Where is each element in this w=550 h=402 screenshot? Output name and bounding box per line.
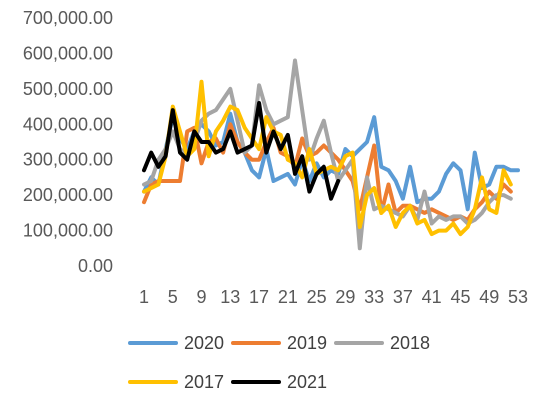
- x-tick-label: 25: [307, 287, 327, 307]
- x-tick-label: 29: [335, 287, 355, 307]
- y-tick-label: 500,000.00: [23, 79, 113, 99]
- legend-label: 2021: [287, 372, 327, 392]
- y-tick-label: 600,000.00: [23, 43, 113, 63]
- legend-item-2017: 2017: [128, 372, 224, 392]
- x-tick-label: 17: [249, 287, 269, 307]
- x-tick-label: 13: [220, 287, 240, 307]
- legend-label: 2018: [390, 333, 430, 353]
- legend-label: 2017: [184, 372, 224, 392]
- series-line-2021: [142, 101, 341, 201]
- legend-item-2019: 2019: [231, 333, 327, 353]
- x-tick-label: 53: [508, 287, 528, 307]
- x-tick-label: 41: [422, 287, 442, 307]
- y-tick-label: 400,000.00: [23, 114, 113, 134]
- x-tick-label: 33: [364, 287, 384, 307]
- y-tick-label: 100,000.00: [23, 221, 113, 241]
- x-tick-label: 37: [393, 287, 413, 307]
- x-tick-label: 9: [197, 287, 207, 307]
- series-line-2017: [142, 79, 513, 237]
- legend-label: 2019: [287, 333, 327, 353]
- x-tick-label: 21: [278, 287, 298, 307]
- legend-item-2018: 2018: [334, 333, 430, 353]
- legend-item-2021: 2021: [231, 372, 327, 392]
- y-tick-label: 300,000.00: [23, 150, 113, 170]
- x-tick-label: 45: [450, 287, 470, 307]
- legend-label: 2020: [184, 333, 224, 353]
- legend-item-2020: 2020: [128, 333, 224, 353]
- x-axis: 1 5 9 13 17 21 25 29 33 37 41 45 49 53: [139, 287, 528, 307]
- x-tick-label: 1: [139, 287, 149, 307]
- x-tick-label: 5: [168, 287, 178, 307]
- y-tick-label: 700,000.00: [23, 8, 113, 28]
- y-tick-label: 0.00: [78, 256, 113, 276]
- legend: 2020 2019 2018 2017 2021: [128, 333, 430, 392]
- y-tick-label: 200,000.00: [23, 185, 113, 205]
- series-lines: [142, 58, 520, 251]
- x-tick-label: 49: [479, 287, 499, 307]
- y-axis: 0.00 100,000.00 200,000.00 300,000.00 400,00…: [23, 8, 113, 276]
